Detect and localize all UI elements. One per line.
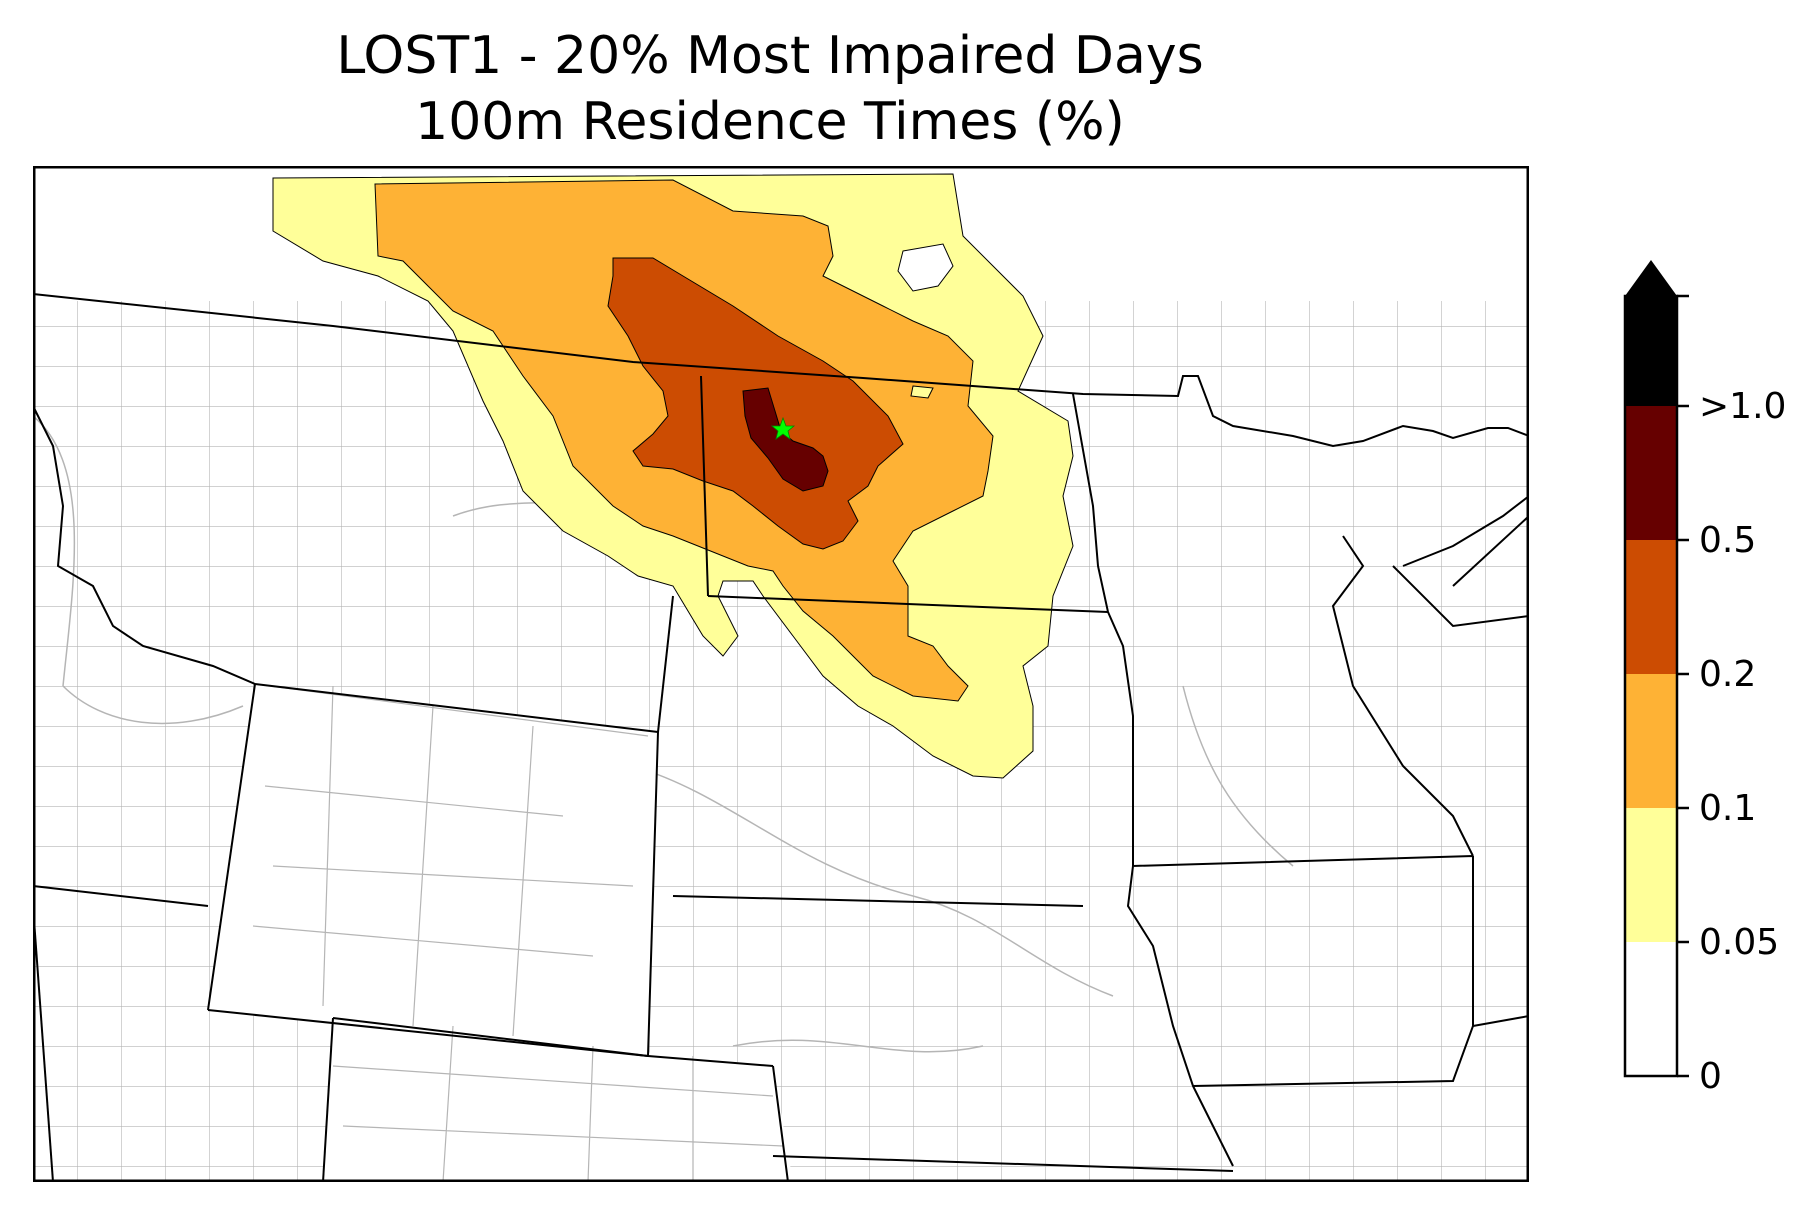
residence-time-map <box>33 166 1529 1182</box>
state-boundaries <box>33 293 1529 1182</box>
colorbar-band-1 <box>1625 808 1677 942</box>
colorbar-tick-label: >1.0 <box>1699 386 1786 427</box>
map-title-line2: 100m Residence Times (%) <box>415 92 1125 152</box>
colorbar-band-3 <box>1625 540 1677 674</box>
colorbar-band-0 <box>1625 942 1677 1076</box>
residence-contours <box>272 173 1074 779</box>
colorbar-extend-arrow <box>1625 260 1677 296</box>
colorbar-tick-label: 0.2 <box>1699 654 1756 695</box>
colorbar-tick-label: 0.05 <box>1699 922 1779 963</box>
map-frame <box>33 166 1529 1182</box>
colorbar-tick-label: 0.5 <box>1699 520 1756 561</box>
colorbar-tick-label: 0.1 <box>1699 788 1756 829</box>
contour-0.5 <box>742 387 829 492</box>
site-marker-star <box>770 416 796 440</box>
colorbar-tick-label: 0 <box>1699 1056 1722 1097</box>
colorbar-band-2 <box>1625 674 1677 808</box>
colorbar-band-4 <box>1625 406 1677 540</box>
map-title-line1: LOST1 - 20% Most Impaired Days <box>336 26 1204 86</box>
colorbar-legend: 0 0.05 0.1 0.2 0.5 >1.0 <box>1623 260 1786 1097</box>
lake-superior-coastline <box>1402 495 1529 567</box>
colorbar-band-extend <box>1625 296 1677 406</box>
